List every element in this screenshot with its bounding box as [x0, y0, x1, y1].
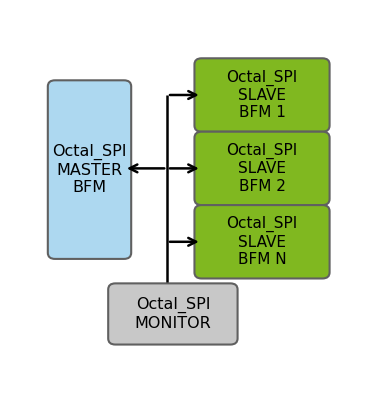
Text: Octal_SPI
SLAVE
BFM 2: Octal_SPI SLAVE BFM 2 [226, 143, 298, 194]
Text: Octal_SPI
MASTER
BFM: Octal_SPI MASTER BFM [52, 144, 127, 195]
Text: Octal_SPI
SLAVE
BFM N: Octal_SPI SLAVE BFM N [226, 216, 298, 267]
Text: Octal_SPI
MONITOR: Octal_SPI MONITOR [135, 297, 211, 331]
FancyBboxPatch shape [194, 132, 329, 205]
FancyBboxPatch shape [48, 80, 131, 259]
FancyBboxPatch shape [108, 283, 237, 344]
FancyBboxPatch shape [194, 58, 329, 132]
FancyBboxPatch shape [194, 205, 329, 279]
Text: Octal_SPI
SLAVE
BFM 1: Octal_SPI SLAVE BFM 1 [226, 69, 298, 121]
